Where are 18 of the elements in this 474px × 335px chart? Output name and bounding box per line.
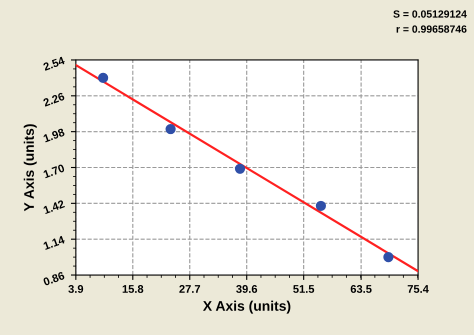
y-tick-label: 1.14 — [43, 236, 66, 250]
y-tick-label: 1.98 — [43, 128, 66, 142]
x-tick-label: 15.8 — [122, 285, 144, 293]
y-axis-title: Y Axis (units) — [24, 124, 37, 212]
x-tick-label: 75.4 — [408, 285, 429, 293]
text: S = 0.05129124 — [393, 10, 467, 18]
x-tick-label: 39.6 — [236, 285, 258, 293]
x-axis-title: X Axis (units) — [202, 300, 290, 314]
y-tick-label: 1.70 — [43, 164, 65, 178]
x-tick-label: 3.9 — [68, 285, 84, 293]
y-tick-label: 2.26 — [42, 92, 65, 107]
text: r = 0.99658746 — [396, 25, 467, 33]
y-tick-label: 2.54 — [42, 56, 66, 71]
x-tick-label: 63.5 — [350, 285, 372, 293]
x-tick-label: 27.7 — [179, 285, 200, 293]
y-tick-label: 1.42 — [43, 200, 65, 214]
y-tick-label: 0.86 — [42, 271, 65, 286]
x-tick-label: 51.5 — [293, 285, 314, 293]
